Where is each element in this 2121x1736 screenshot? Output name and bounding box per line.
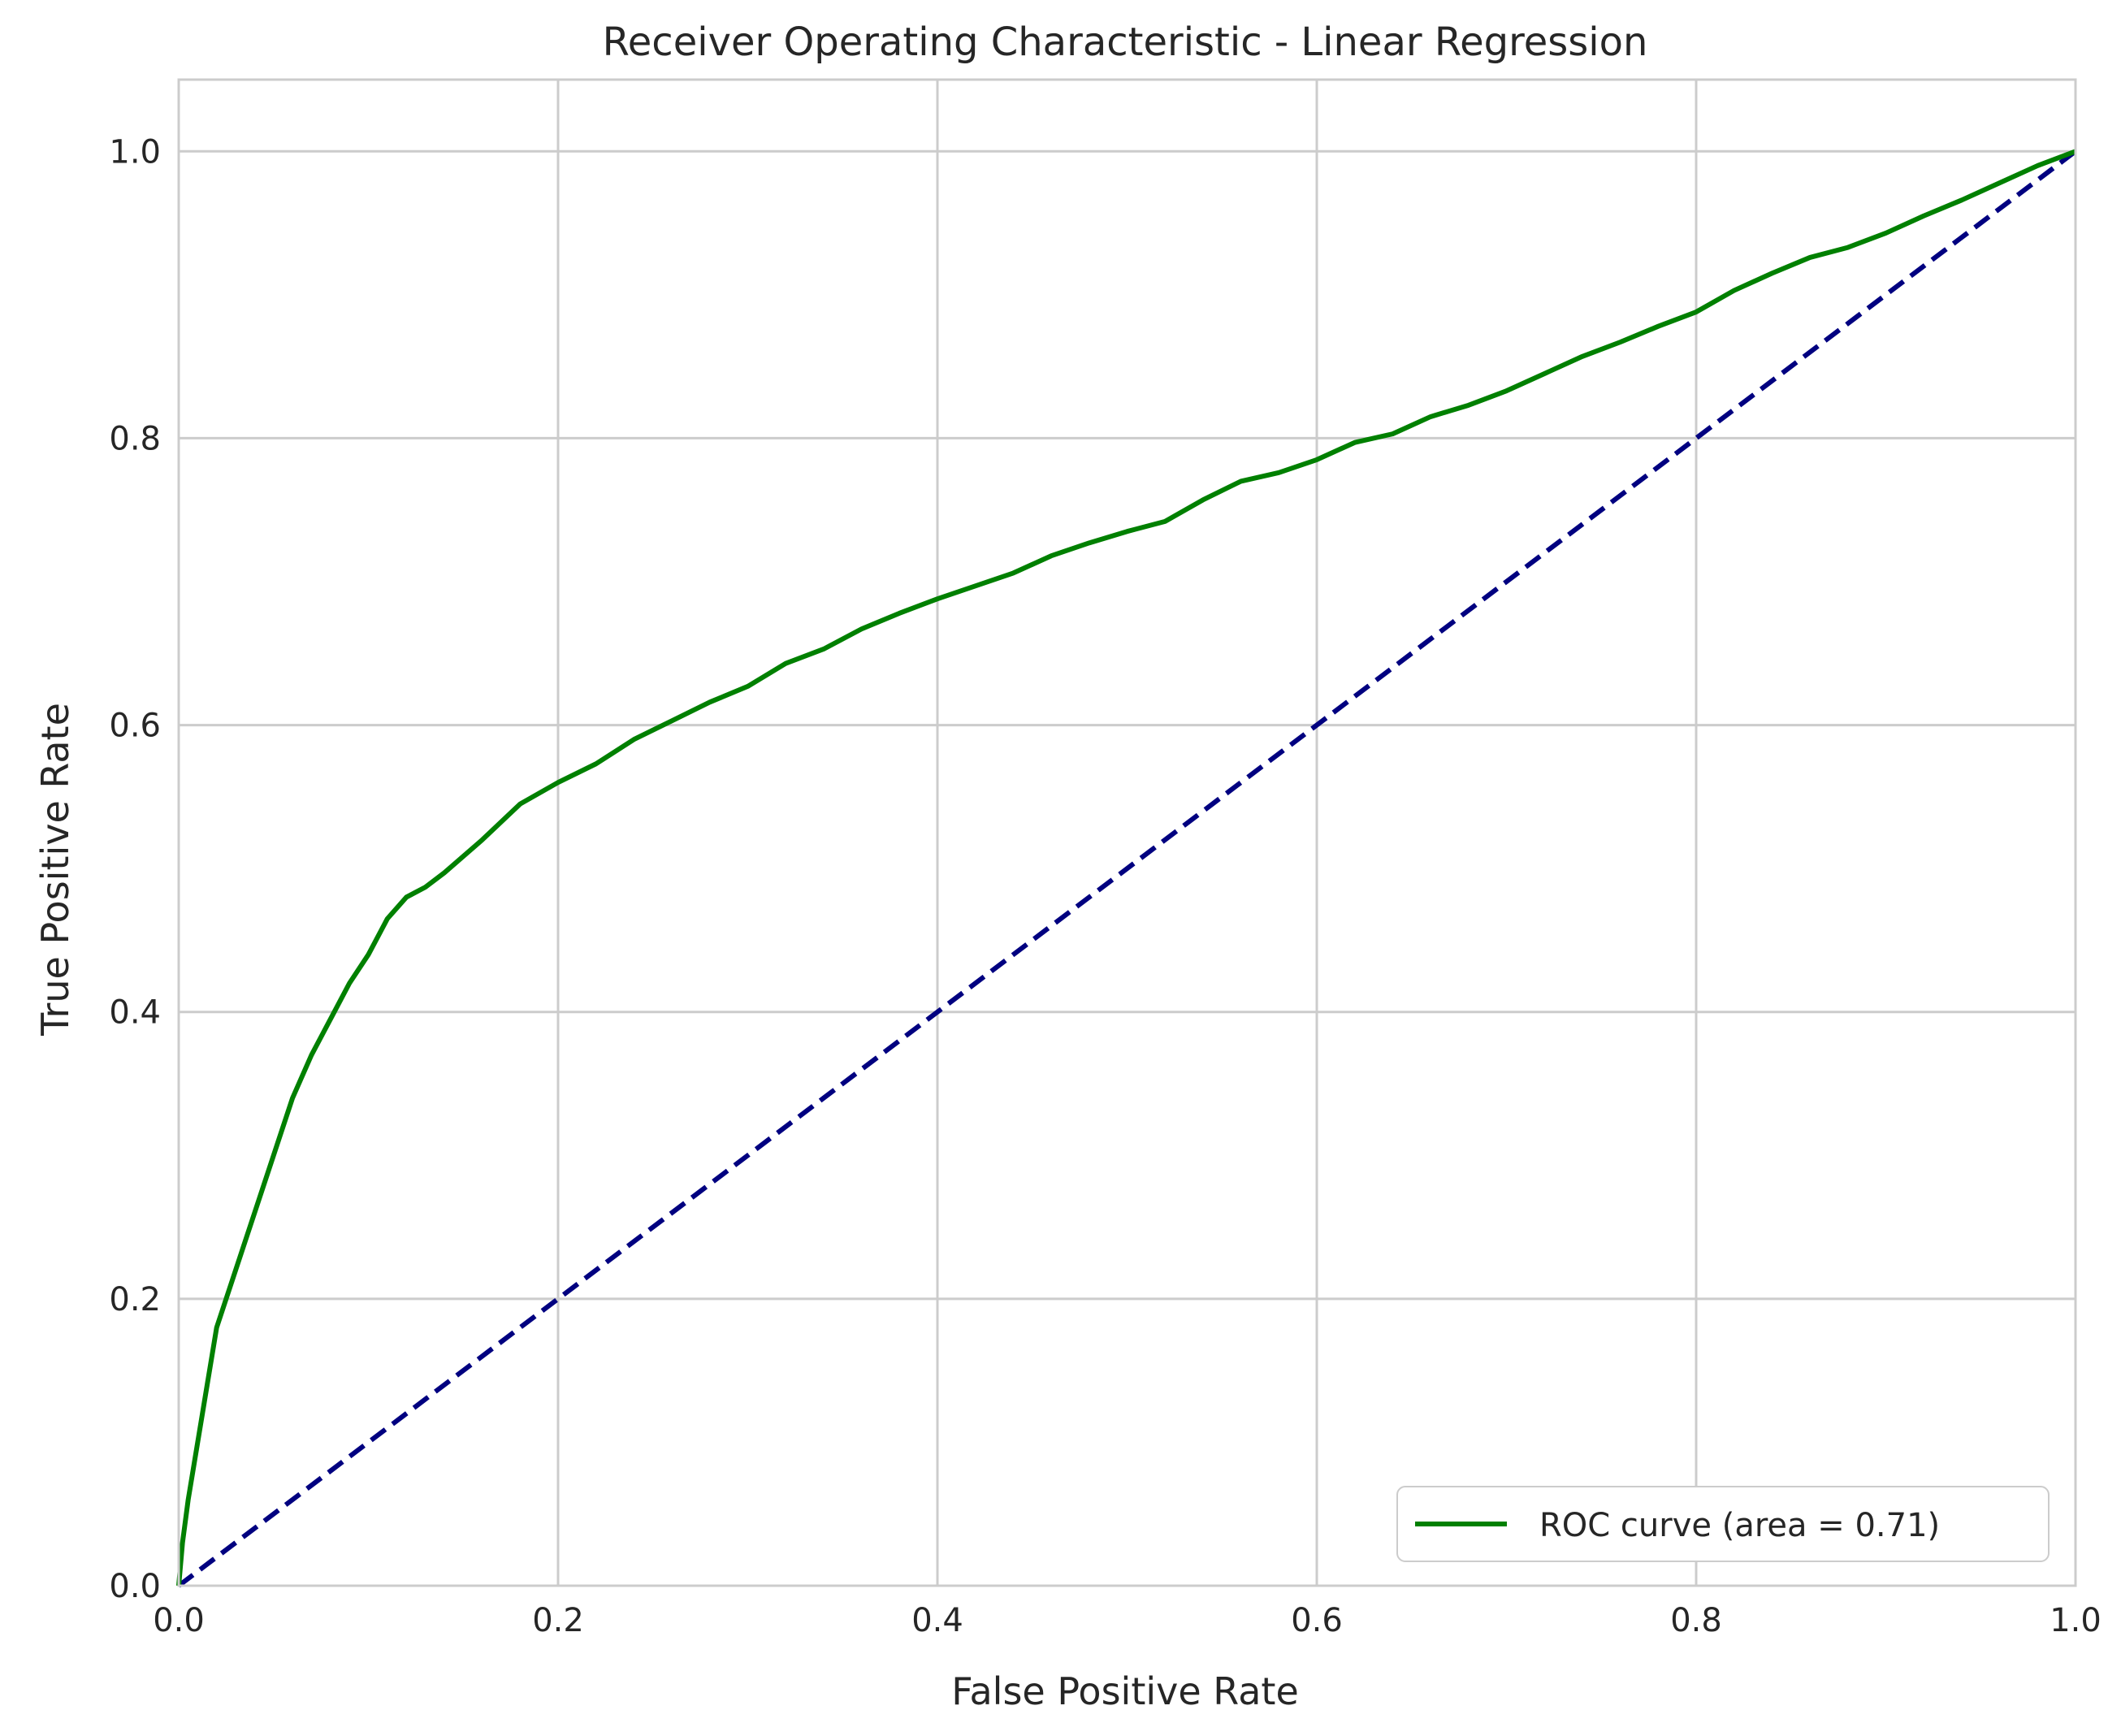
- y-tick-labels: 0.0 0.2 0.4 0.6 0.8 1.0: [109, 133, 161, 1605]
- x-tick-labels: 0.0 0.2 0.4 0.6 0.8 1.0: [153, 1602, 2102, 1639]
- y-tick-label: 0.0: [109, 1568, 161, 1605]
- chance-diagonal-line: [177, 149, 2077, 1588]
- x-tick-label: 0.0: [153, 1602, 205, 1639]
- legend-label: ROC curve (area = 0.71): [1539, 1507, 1940, 1544]
- y-tick-label: 1.0: [109, 133, 161, 171]
- x-tick-label: 0.4: [911, 1602, 963, 1639]
- y-axis-label: True Positive Rate: [33, 703, 77, 1037]
- series-layer: [176, 149, 2077, 1588]
- x-axis-label: False Positive Rate: [951, 1669, 1299, 1713]
- x-tick-label: 0.2: [532, 1602, 584, 1639]
- chart-title: Receiver Operating Characteristic - Line…: [603, 19, 1648, 65]
- y-tick-label: 0.4: [109, 994, 161, 1032]
- y-tick-label: 0.8: [109, 420, 161, 457]
- roc-curve-line: [176, 149, 2077, 1587]
- y-tick-label: 0.2: [109, 1281, 161, 1318]
- grid-lines: [177, 80, 2077, 1587]
- x-tick-label: 0.6: [1291, 1602, 1343, 1639]
- y-tick-label: 0.6: [109, 708, 161, 745]
- plot-frame: [177, 78, 2077, 1587]
- legend: ROC curve (area = 0.71): [1396, 1486, 2050, 1562]
- legend-box: [1396, 1486, 2050, 1562]
- x-tick-label: 0.8: [1670, 1602, 1722, 1639]
- x-tick-label: 1.0: [2050, 1602, 2102, 1639]
